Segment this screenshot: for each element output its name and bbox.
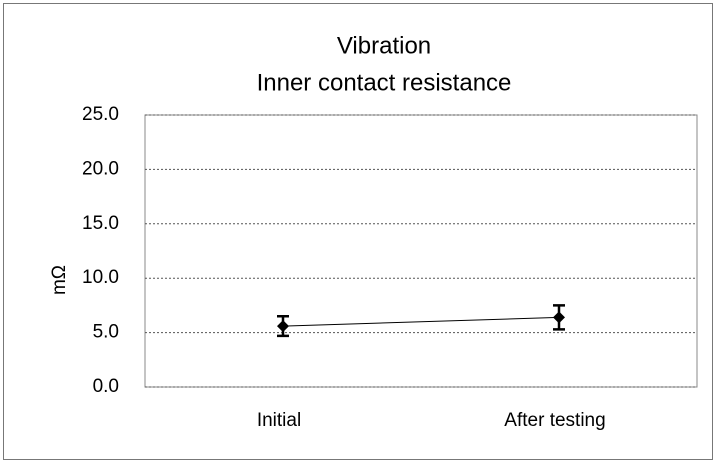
x-tick-label: Initial [257, 410, 301, 431]
y-tick-label: 25.0 [82, 104, 119, 125]
chart-subtitle: Inner contact resistance [257, 69, 512, 96]
chart-border [3, 3, 713, 460]
y-tick-label: 5.0 [93, 322, 119, 343]
x-tick-label: After testing [504, 410, 605, 431]
data-point [553, 311, 565, 324]
y-tick-label: 20.0 [82, 158, 119, 179]
data-line [282, 316, 560, 327]
data-point [277, 320, 289, 333]
y-tick-label: 15.0 [82, 213, 119, 234]
chart-title: Vibration [337, 32, 431, 59]
y-tick-label: 10.0 [82, 267, 119, 288]
y-axis-label: mΩ [49, 265, 70, 295]
y-tick-label: 0.0 [93, 376, 119, 397]
